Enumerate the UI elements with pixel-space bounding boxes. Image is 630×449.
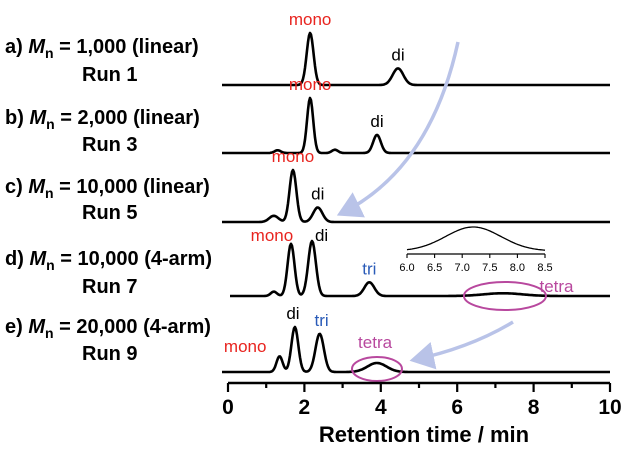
trace-label-sub: n [45,45,54,61]
peak-label-mono-4: mono [251,226,294,245]
arrow-elution-shift [336,41,460,218]
trace-label-prefix: e) [5,316,28,338]
trace-label-4: d) Mn = 10,000 (4-arm) [5,248,212,273]
trace-label-prefix: b) [5,107,29,129]
peak-label-mono-1: mono [289,10,332,29]
peak-label-tri-4: tri [362,259,376,278]
x-tick-label: 6 [451,396,463,419]
inset-trace [406,226,546,251]
tetra-highlight-ellipse-e [350,356,403,382]
trace-label-value: = 1,000 (linear) [54,36,199,58]
trace-label-value: = 10,000 (4-arm) [55,248,212,270]
inset-tick-label: 8.5 [537,262,552,274]
peak-label-tri-5: tri [315,311,329,330]
peak-label-mono-3: mono [272,147,315,166]
trace-line-1 [221,31,611,87]
x-tick-label: 4 [375,396,387,419]
trace-label-m: M [29,248,47,270]
trace-label-prefix: a) [5,36,28,58]
trace-label-m: M [28,316,46,338]
trace-label-m: M [28,176,46,198]
x-axis: 0 2 4 6 8 10 Retention time / min [222,381,622,447]
peak-label-tetra-5: tetra [358,333,393,352]
inset-tick-label: 7.5 [482,262,497,274]
trace-label-m: M [28,36,46,58]
trace-line-2 [221,96,611,155]
peak-label-di-5: di [286,304,299,323]
trace-line-3 [221,168,611,224]
trace-run-label-5: Run 9 [82,343,138,365]
trace-label-m: M [29,107,47,129]
x-tick-label: 8 [528,396,540,419]
trace-run-label-4: Run 7 [82,276,138,298]
peak-label-di-3: di [311,184,324,203]
trace-run-label-1: Run 1 [82,64,138,86]
peak-label-di-1: di [391,45,404,64]
peak-label-di-4: di [315,226,328,245]
trace-label-sub: n [45,185,54,201]
arrow-tetra-shift [409,320,514,370]
trace-label-2: b) Mn = 2,000 (linear) [5,107,200,132]
tetra-highlight-ellipse-d [462,281,547,311]
trace-label-1: a) Mn = 1,000 (linear) [5,36,199,61]
trace-label-value: = 10,000 (linear) [54,176,210,198]
trace-label-sub: n [45,325,54,341]
peak-label-tetra-4: tetra [540,277,575,296]
peak-label-di-2: di [370,112,383,131]
inset-tick-label: 7.0 [455,262,470,274]
inset-plot: 6.0 6.5 7.0 7.5 8.0 8.5 [399,226,553,274]
trace-run-label-2: Run 3 [82,134,138,156]
chromatogram-trace-1: a) Mn = 1,000 (linear) Run 1 mono di [5,10,611,87]
inset-tick-label: 6.5 [427,262,442,274]
inset-tick-label: 8.0 [510,262,525,274]
peak-label-mono-2: mono [289,75,332,94]
trace-label-3: c) Mn = 10,000 (linear) [5,176,210,201]
x-tick-label: 0 [222,396,234,419]
inset-tick-label: 6.0 [399,262,414,274]
x-tick-label: 10 [598,396,621,419]
trace-label-sub: n [46,116,55,132]
x-tick-label: 2 [299,396,311,419]
trace-label-sub: n [46,257,55,273]
trace-label-prefix: d) [5,248,29,270]
trace-run-label-3: Run 5 [82,202,138,224]
trace-label-value: = 20,000 (4-arm) [54,316,211,338]
x-axis-title: Retention time / min [319,422,529,447]
trace-line-5 [221,325,611,374]
trace-label-value: = 2,000 (linear) [55,107,200,129]
trace-label-prefix: c) [5,176,28,198]
trace-label-5: e) Mn = 20,000 (4-arm) [5,316,211,341]
peak-label-mono-5: mono [224,337,267,356]
